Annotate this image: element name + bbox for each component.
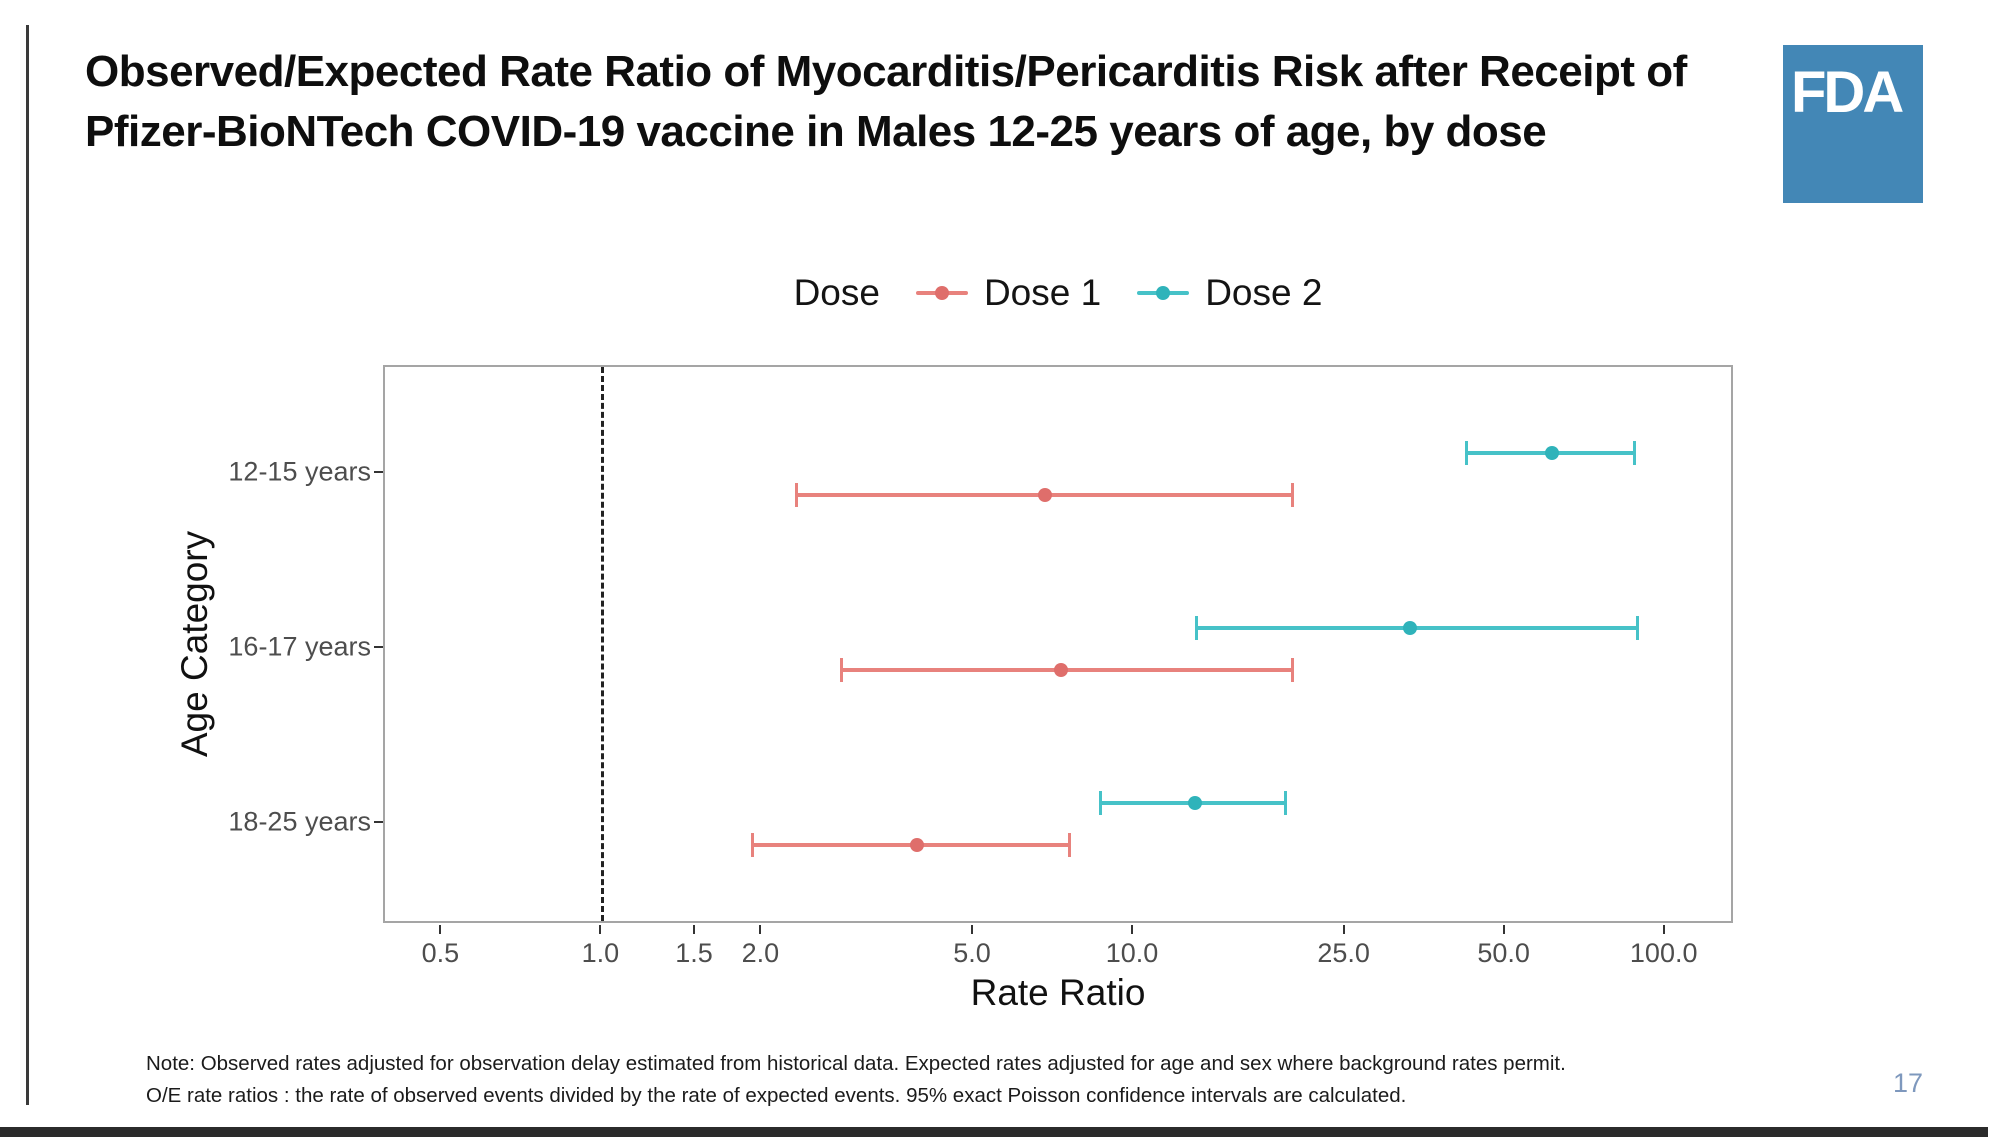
x-tick-label-10.0: 10.0 <box>1105 938 1159 968</box>
ci-cap-low <box>794 483 798 507</box>
point-estimate <box>909 838 924 852</box>
y-tick-18-25-years <box>374 821 383 823</box>
legend-title: Dose <box>793 272 880 313</box>
errorbar-dose-1-18-25-years <box>750 833 1071 857</box>
point-estimate <box>1187 796 1202 810</box>
x-tick-10.0 <box>1131 925 1134 934</box>
legend-key-icon <box>915 282 968 304</box>
point-estimate <box>1402 621 1417 635</box>
ci-cap-high <box>1284 791 1288 815</box>
x-tick-label-0.5: 0.5 <box>421 938 460 968</box>
legend-entry-label: Dose 2 <box>1205 272 1323 313</box>
footnote-line-1: Note: Observed rates adjusted for observ… <box>146 1052 1566 1075</box>
y-tick-label-18-25-years: 18-25 years <box>228 806 371 837</box>
x-tick-label-25.0: 25.0 <box>1317 938 1370 968</box>
ci-line <box>1194 626 1639 630</box>
ci-cap-low <box>750 833 754 857</box>
footnote-line-2: O/E rate ratios : the rate of observed e… <box>146 1084 1407 1107</box>
ci-cap-low <box>840 658 844 682</box>
x-tick-50.0 <box>1502 925 1505 934</box>
errorbar-dose-2-16-17-years <box>1194 616 1639 640</box>
x-tick-label-1.5: 1.5 <box>675 938 713 968</box>
x-tick-1.0 <box>599 925 602 934</box>
legend-key-dot <box>1156 286 1171 300</box>
errorbar-dose-2-12-15-years <box>1465 441 1637 465</box>
x-axis-title: Rate Ratio <box>970 972 1146 1013</box>
fda-logo: FDA <box>1783 45 1923 203</box>
x-tick-label-100.0: 100.0 <box>1629 938 1698 968</box>
x-tick-100.0 <box>1662 925 1665 934</box>
footnote: Note: Observed rates adjusted for observ… <box>146 1048 1746 1112</box>
plot-panel <box>383 365 1733 923</box>
y-tick-16-17-years <box>374 646 383 648</box>
reference-line-rate-ratio-1 <box>601 367 605 921</box>
y-tick-label-16-17-years: 16-17 years <box>228 631 371 662</box>
legend-entry-dose-2: Dose 2 <box>1137 272 1322 314</box>
x-tick-0.5 <box>439 925 442 934</box>
ci-cap-high <box>1291 483 1295 507</box>
ci-cap-high <box>1635 616 1639 640</box>
ci-cap-high <box>1633 441 1637 465</box>
left-edge-rule <box>26 25 29 1105</box>
errorbar-dose-1-12-15-years <box>794 483 1295 507</box>
x-tick-label-50.0: 50.0 <box>1477 938 1530 968</box>
legend-entry-dose-1: Dose 1 <box>915 272 1102 314</box>
bottom-frame-bar <box>0 1127 1988 1137</box>
y-tick-label-12-15-years: 12-15 years <box>228 456 371 487</box>
fda-logo-text: FDA <box>1791 60 1904 125</box>
ci-cap-low <box>1465 441 1469 465</box>
ci-cap-high <box>1067 833 1071 857</box>
ci-cap-high <box>1291 658 1295 682</box>
x-tick-1.5 <box>693 925 696 934</box>
x-tick-2.0 <box>759 925 762 934</box>
x-tick-5.0 <box>971 925 974 934</box>
ci-cap-low <box>1099 791 1103 815</box>
point-estimate <box>1054 663 1069 677</box>
errorbar-dose-2-18-25-years <box>1099 791 1288 815</box>
legend-entry-label: Dose 1 <box>983 272 1102 313</box>
slide-title: Observed/Expected Rate Ratio of Myocardi… <box>85 47 1687 156</box>
x-tick-label-1.0: 1.0 <box>581 938 620 968</box>
legend-key-dot <box>934 286 949 300</box>
x-tick-label-2.0: 2.0 <box>741 938 780 968</box>
chart-legend: Dose Dose 1 Dose 2 <box>383 272 1733 314</box>
x-tick-label-5.0: 5.0 <box>953 938 991 968</box>
y-tick-12-15-years <box>374 471 383 473</box>
point-estimate <box>1544 446 1559 460</box>
legend-key-icon <box>1137 282 1190 304</box>
x-tick-25.0 <box>1342 925 1345 934</box>
point-estimate <box>1038 488 1052 502</box>
page-number: 17 <box>1893 1068 1924 1098</box>
errorbar-dose-1-16-17-years <box>840 658 1295 682</box>
ci-cap-low <box>1194 616 1198 640</box>
y-axis-title: Age Category <box>174 530 215 758</box>
